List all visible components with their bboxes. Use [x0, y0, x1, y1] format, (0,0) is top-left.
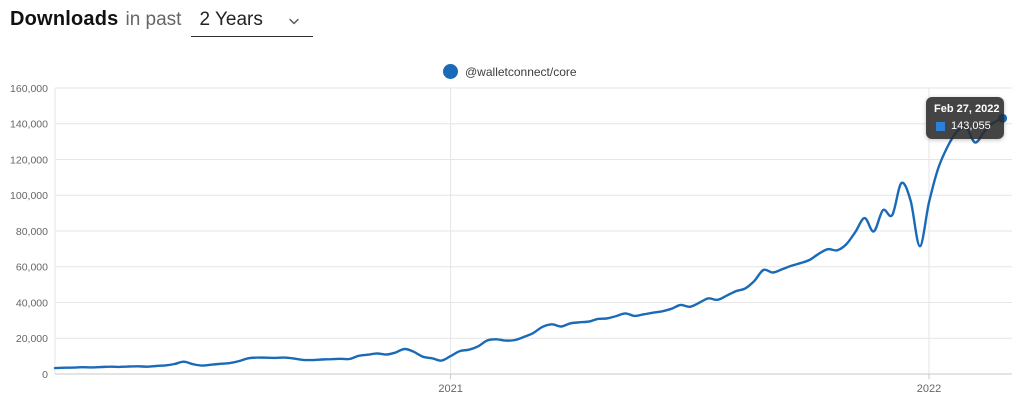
x-axis-label: 2022	[917, 383, 941, 395]
y-axis-label: 0	[42, 369, 48, 381]
y-axis-label: 20,000	[16, 333, 48, 345]
series-label: @walletconnect/core	[465, 64, 577, 79]
time-range-select[interactable]: 2 Years	[191, 9, 313, 37]
y-axis-label: 60,000	[16, 262, 48, 274]
chevron-down-icon	[289, 18, 299, 25]
y-axis-label: 40,000	[16, 297, 48, 309]
series-marker-icon	[443, 64, 458, 79]
legend[interactable]: @walletconnect/core	[443, 64, 577, 79]
y-axis-label: 100,000	[10, 190, 48, 202]
x-axis-label: 2021	[438, 383, 462, 395]
title-suffix: in past	[125, 9, 182, 30]
page-title: Downloads	[10, 8, 119, 30]
y-axis-label: 80,000	[16, 226, 48, 238]
y-axis-label: 140,000	[10, 119, 48, 131]
y-axis-label: 120,000	[10, 154, 48, 166]
tooltip-series-marker-icon	[936, 121, 945, 131]
chart-tooltip: Feb 27, 2022 143,055	[926, 97, 1004, 139]
downloads-series-line	[53, 117, 1004, 370]
tooltip-value: 143,055	[951, 120, 991, 132]
downloads-line-chart[interactable]: 0 20,000 40,000 60,000 80,000 100,000 120,000 1…	[0, 60, 1024, 413]
chart-header: Downloads in past 2 Years	[10, 8, 313, 37]
y-axis-label: 160,000	[10, 83, 48, 95]
time-range-value: 2 Years	[199, 9, 263, 30]
tooltip-date: Feb 27, 2022	[934, 103, 1000, 115]
